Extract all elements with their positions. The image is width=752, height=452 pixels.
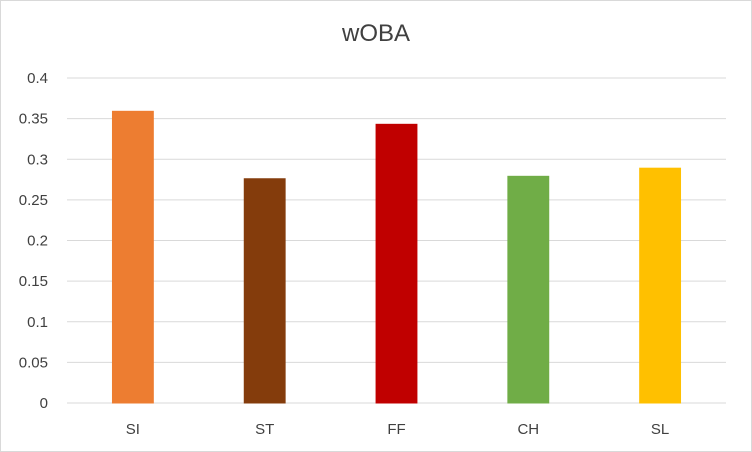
x-tick-label: FF [387,421,405,438]
bar-st [243,178,286,404]
x-tick-label: CH [517,421,539,438]
x-tick-label: SI [126,421,140,438]
y-tick-label: 0.05 [19,354,48,371]
x-tick-label: ST [255,421,274,438]
y-tick-label: 0.1 [27,314,48,331]
y-tick-label: 0 [40,395,48,412]
x-tick-label: SL [651,421,669,438]
y-tick-label: 0.4 [27,70,48,87]
y-tick-label: 0.2 [27,233,48,250]
bar-si [111,110,154,404]
x-axis: SI ST FF CH SL [126,421,669,438]
y-tick-label: 0.15 [19,273,48,290]
chart-title: wOBA [341,20,410,47]
bars [111,110,682,404]
y-tick-label: 0.25 [19,192,48,209]
bar-sl [639,167,682,404]
y-axis: 0 0.05 0.1 0.15 0.2 0.25 0.3 0.35 0.4 [19,70,48,412]
bar-ch [507,175,550,404]
y-tick-label: 0.3 [27,151,48,168]
y-tick-label: 0.35 [19,111,48,128]
bar-ff [375,123,418,404]
